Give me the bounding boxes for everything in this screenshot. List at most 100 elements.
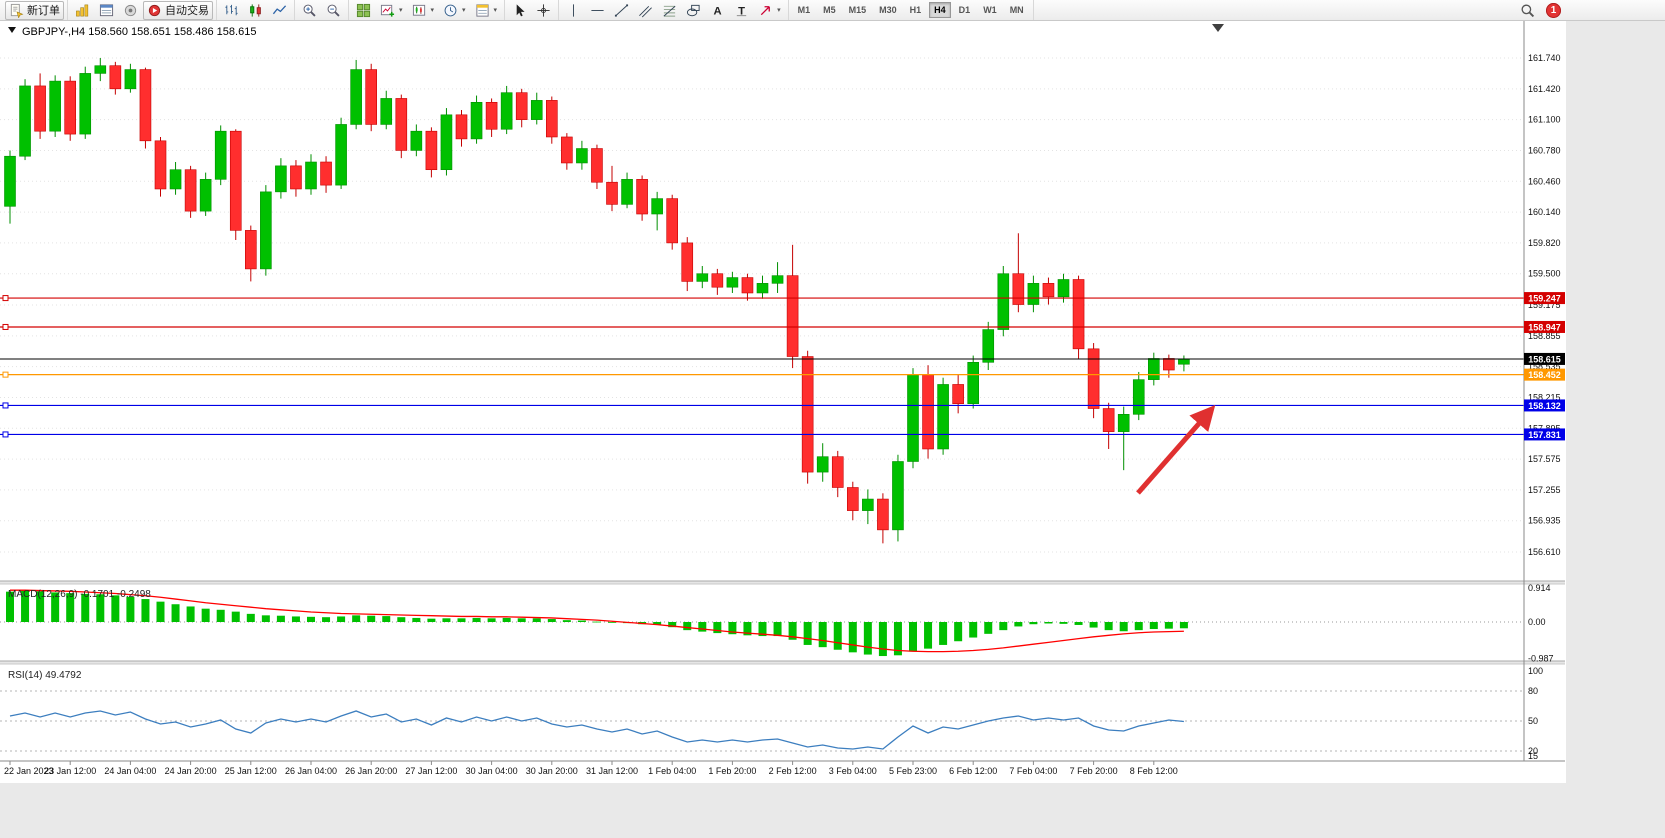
hline-handle[interactable] [2,371,9,378]
hline-handle[interactable] [2,295,9,302]
channel-button[interactable] [634,1,657,20]
macd-bar [924,622,933,649]
timeframe-W1[interactable]: W1 [978,2,1002,18]
rsi-tick-label: 20 [1528,746,1538,756]
timeframe-M1[interactable]: M1 [793,2,816,18]
templates-button[interactable]: ▾ [471,1,502,20]
hline-158.947[interactable] [0,323,1524,330]
timeframe-M30[interactable]: M30 [874,2,902,18]
chart-menu-icon[interactable] [8,27,16,33]
macd-bar [1059,622,1068,624]
indicators-button[interactable]: ▾ [376,1,407,20]
candlestick-button[interactable] [244,1,267,20]
toolbar-group-cursors [505,0,560,20]
toolbar-group-windows: ▾ ▾ ▾ ▾ [349,0,506,20]
timeframe-H1[interactable]: H1 [905,2,927,18]
macd-bar [1074,622,1083,625]
autotrading-button[interactable]: 自动交易 [143,0,213,20]
hline-handle[interactable] [2,431,9,438]
macd-bar [773,622,782,637]
chart-shift-marker[interactable] [1212,24,1224,32]
macd-bar [307,616,315,622]
hline-handle[interactable] [2,323,9,330]
notification-badge[interactable]: 1 [1546,2,1561,18]
svg-text:A: A [714,5,722,17]
chart-window[interactable]: 161.740 161.420 161.100 160.780 160.460 160.1… [0,21,1665,833]
zoom-out-button[interactable] [322,1,345,20]
cursor-button[interactable] [508,1,531,20]
macd-bar [1104,622,1113,631]
template-icon [475,3,490,18]
svg-text:158.615: 158.615 [1528,354,1561,364]
zoom-in-button[interactable] [298,1,321,20]
tile-windows-button[interactable] [352,1,375,20]
time-tick-label: 1 Feb 04:00 [648,766,696,776]
macd-bar [1179,622,1188,629]
macd-bar [532,618,541,622]
macd-bar [6,591,14,622]
periods-button[interactable]: ▾ [439,1,470,20]
toolbar-group-timeframes: M1 M5 M15 M30 H1 H4 D1 W1 MN [789,0,1034,20]
hline-159.247[interactable] [0,295,1524,302]
price-tick-label: 159.175 [1528,300,1561,310]
macd-bar [893,622,902,656]
arrow-annotation[interactable] [1136,404,1216,495]
macd-bar [397,617,406,622]
alerts-button[interactable] [119,1,142,20]
timeframe-H4[interactable]: H4 [929,2,951,18]
shapes-button[interactable] [682,1,705,20]
time-tick-label: 7 Feb 04:00 [1009,766,1057,776]
profile-charts-button[interactable] [71,1,94,20]
vertical-line-button[interactable] [562,1,585,20]
rsi-tick-label: 15 [1528,751,1538,761]
macd-pane [0,589,1524,657]
macd-bar [683,622,692,631]
trendline-button[interactable] [610,1,633,20]
macd-bar [939,622,948,645]
crosshair-button[interactable] [532,1,555,20]
bar-chart-button[interactable] [220,1,243,20]
fibonacci-button[interactable] [658,1,681,20]
toolbar-group-chart-types [217,0,295,20]
macd-bar [1044,622,1053,624]
macd-bar [758,622,767,637]
time-tick-label: 1 Feb 20:00 [708,766,756,776]
chart-canvas[interactable]: 161.740 161.420 161.100 160.780 160.460 160.1… [0,21,1665,833]
macd-bar [878,622,887,657]
timeframe-D1[interactable]: D1 [954,2,976,18]
new-chart-button[interactable]: ▾ [408,1,439,20]
macd-bar [261,615,270,622]
text-button[interactable]: A [706,1,729,20]
time-tick-label: 23 Jan 12:00 [44,766,96,776]
macd-bar [276,615,285,622]
time-tick-label: 25 Jan 12:00 [225,766,277,776]
label-button[interactable]: T [730,1,753,20]
new-order-button[interactable]: 新订单 [5,0,64,20]
horizontal-line-button[interactable] [586,1,609,20]
timeframe-MN[interactable]: MN [1005,2,1029,18]
hline-158.452[interactable] [0,371,1524,378]
timeframe-M15[interactable]: M15 [844,2,872,18]
line-chart-button[interactable] [268,1,291,20]
price-tick-label: 157.895 [1528,423,1561,433]
search-button[interactable] [1516,1,1539,20]
hline-handle[interactable] [2,402,9,409]
data-window-icon [99,3,114,18]
clock-icon [443,3,458,18]
pane-splitter[interactable] [0,581,1565,584]
pane-splitter[interactable] [0,661,1565,664]
hline-158.132[interactable] [0,402,1524,409]
autotrading-icon [147,3,162,18]
price-tick-label: 161.420 [1528,84,1561,94]
macd-bar [502,617,511,622]
timeframe-M5[interactable]: M5 [818,2,841,18]
toolbar-right: 1 [1516,1,1663,20]
price-axis[interactable]: 161.740 161.420 161.100 160.780 160.460 160.1… [1523,21,1565,761]
arrows-button[interactable]: ▾ [754,1,785,20]
data-window-button[interactable] [95,1,118,20]
hline-157.831[interactable] [0,431,1524,438]
toolbar-group-quick: 自动交易 [68,0,217,20]
tile-windows-icon [356,3,371,18]
macd-bar [969,622,978,638]
